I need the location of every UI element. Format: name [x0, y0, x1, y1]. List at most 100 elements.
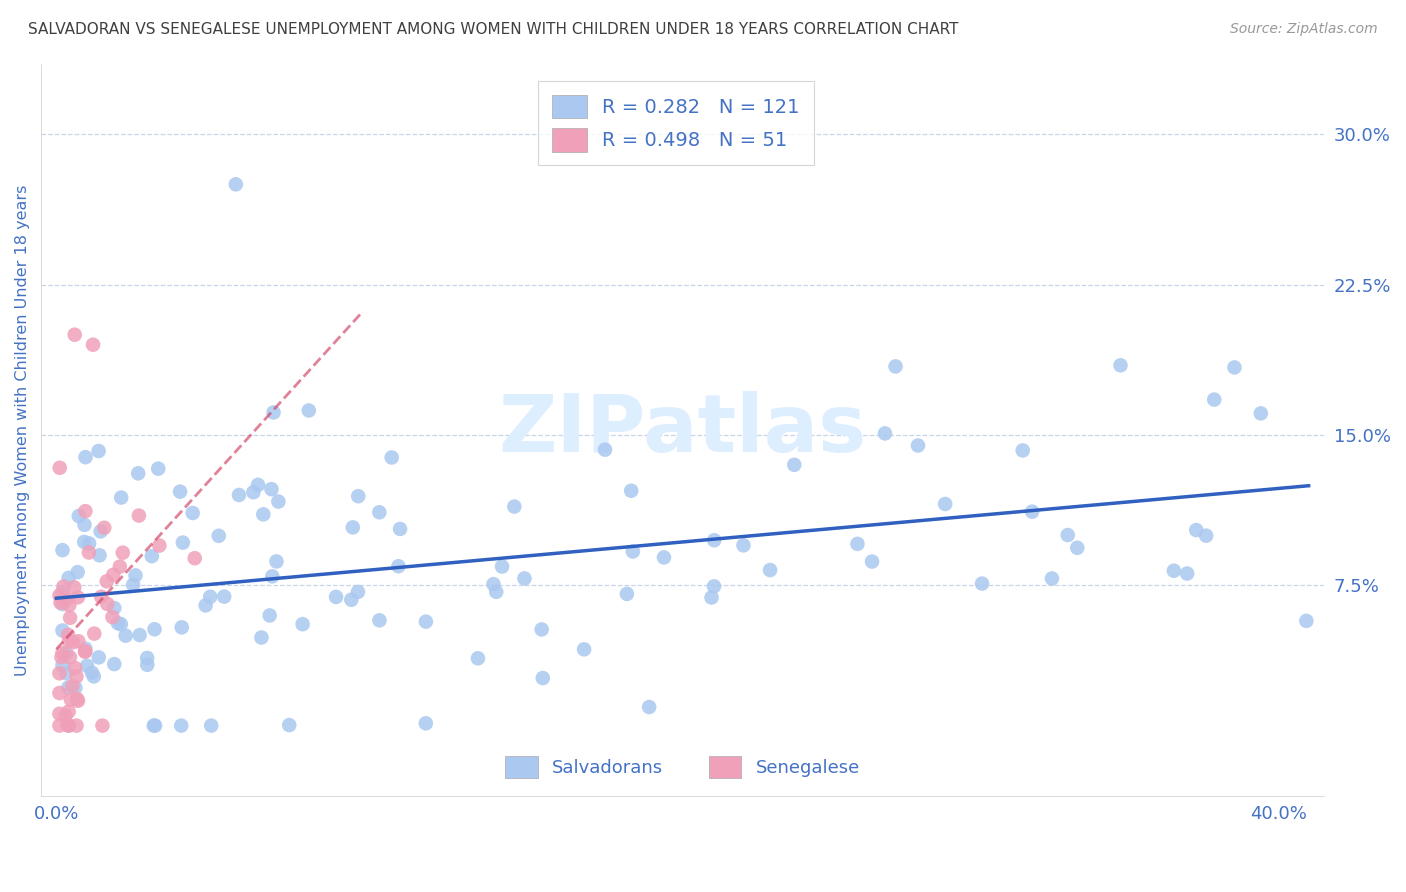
Point: [63, 327, 86, 342]
Point: [52, 580, 75, 594]
Point: [58, 634, 80, 648]
Legend: Salvadorans, Senegalese: Salvadorans, Senegalese: [496, 747, 869, 788]
Point: [513, 571, 536, 585]
Point: [1011, 443, 1033, 458]
Point: [247, 478, 270, 492]
Point: [1185, 523, 1208, 537]
Point: [67, 508, 90, 523]
Point: [66, 591, 89, 605]
Point: [415, 716, 437, 731]
Text: Source: ZipAtlas.com: Source: ZipAtlas.com: [1230, 22, 1378, 37]
Point: [96, 597, 118, 611]
Point: [55, 666, 77, 681]
Point: [200, 718, 222, 732]
Y-axis label: Unemployment Among Women with Children Under 18 years: Unemployment Among Women with Children U…: [15, 185, 30, 675]
Point: [252, 508, 274, 522]
Point: [136, 657, 159, 672]
Point: [48, 706, 70, 721]
Point: [101, 610, 124, 624]
Point: [52, 592, 75, 607]
Point: [208, 529, 231, 543]
Point: [48, 718, 70, 732]
Point: [65, 669, 87, 683]
Point: [75, 641, 97, 656]
Point: [83, 669, 105, 683]
Point: [884, 359, 907, 374]
Point: [124, 568, 146, 582]
Point: [1109, 359, 1132, 373]
Point: [114, 629, 136, 643]
Point: [143, 718, 166, 732]
Point: [262, 569, 284, 583]
Point: [491, 559, 513, 574]
Point: [259, 608, 281, 623]
Point: [172, 535, 194, 549]
Point: [48, 589, 70, 603]
Point: [368, 613, 391, 627]
Point: [531, 671, 554, 685]
Point: [59, 650, 82, 665]
Point: [56, 628, 79, 642]
Point: [128, 508, 150, 523]
Point: [616, 587, 638, 601]
Point: [77, 536, 100, 550]
Point: [82, 337, 104, 351]
Point: [846, 537, 869, 551]
Point: [298, 403, 321, 417]
Point: [65, 681, 87, 695]
Point: [907, 438, 929, 452]
Point: [91, 718, 114, 732]
Point: [48, 686, 70, 700]
Point: [242, 485, 264, 500]
Point: [593, 442, 616, 457]
Point: [169, 484, 191, 499]
Point: [59, 692, 82, 706]
Point: [342, 520, 364, 534]
Point: [93, 521, 115, 535]
Point: [111, 546, 134, 560]
Point: [1295, 614, 1317, 628]
Point: [107, 616, 129, 631]
Point: [183, 551, 205, 566]
Point: [51, 624, 73, 638]
Point: [267, 494, 290, 508]
Point: [90, 524, 112, 539]
Point: [1040, 572, 1063, 586]
Point: [66, 692, 89, 706]
Point: [48, 666, 70, 681]
Point: [51, 543, 73, 558]
Text: ZIPatlas: ZIPatlas: [498, 391, 866, 469]
Point: [1223, 360, 1246, 375]
Point: [1163, 564, 1185, 578]
Point: [67, 634, 90, 648]
Point: [783, 458, 806, 472]
Point: [873, 426, 896, 441]
Point: [325, 590, 347, 604]
Point: [340, 592, 363, 607]
Point: [652, 550, 675, 565]
Point: [638, 700, 661, 714]
Point: [63, 580, 86, 594]
Point: [621, 544, 644, 558]
Point: [278, 718, 301, 732]
Point: [170, 620, 193, 634]
Point: [1250, 406, 1272, 420]
Point: [51, 658, 73, 673]
Point: [59, 611, 82, 625]
Point: [80, 665, 103, 680]
Point: [58, 681, 80, 695]
Point: [122, 578, 145, 592]
Point: [48, 460, 70, 475]
Point: [263, 405, 285, 419]
Point: [620, 483, 643, 498]
Point: [148, 539, 170, 553]
Point: [51, 646, 73, 660]
Point: [482, 577, 505, 591]
Point: [83, 626, 105, 640]
Point: [65, 718, 87, 732]
Point: [1021, 505, 1043, 519]
Point: [103, 601, 125, 615]
Point: [260, 482, 283, 496]
Point: [860, 555, 883, 569]
Point: [60, 679, 83, 693]
